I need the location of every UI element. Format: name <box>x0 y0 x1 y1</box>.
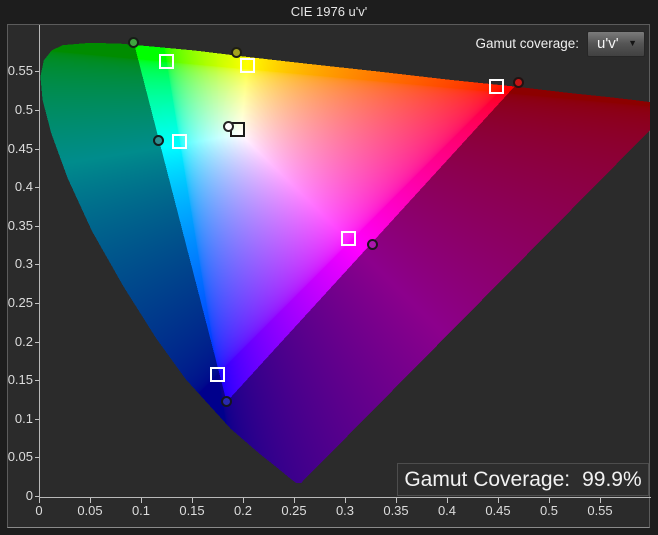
chromaticity-diagram-canvas <box>40 25 650 497</box>
page-title: CIE 1976 u'v' <box>290 4 368 19</box>
gamut-coverage-readout-label: Gamut Coverage: <box>404 467 571 491</box>
gamut-coverage-dropdown-value: u'v' <box>597 35 619 52</box>
gamut-coverage-control: Gamut coverage: u'v' ▼ <box>475 30 645 57</box>
chevron-down-icon: ▼ <box>628 38 637 48</box>
gamut-coverage-readout: Gamut Coverage: 99.9% <box>397 463 649 496</box>
gamut-coverage-dropdown[interactable]: u'v' ▼ <box>587 30 645 57</box>
x-axis-line <box>39 497 651 498</box>
gamut-coverage-readout-value: 99.9% <box>582 467 642 491</box>
y-axis-line <box>39 25 40 498</box>
gamut-coverage-dropdown-label: Gamut coverage: <box>475 36 579 51</box>
